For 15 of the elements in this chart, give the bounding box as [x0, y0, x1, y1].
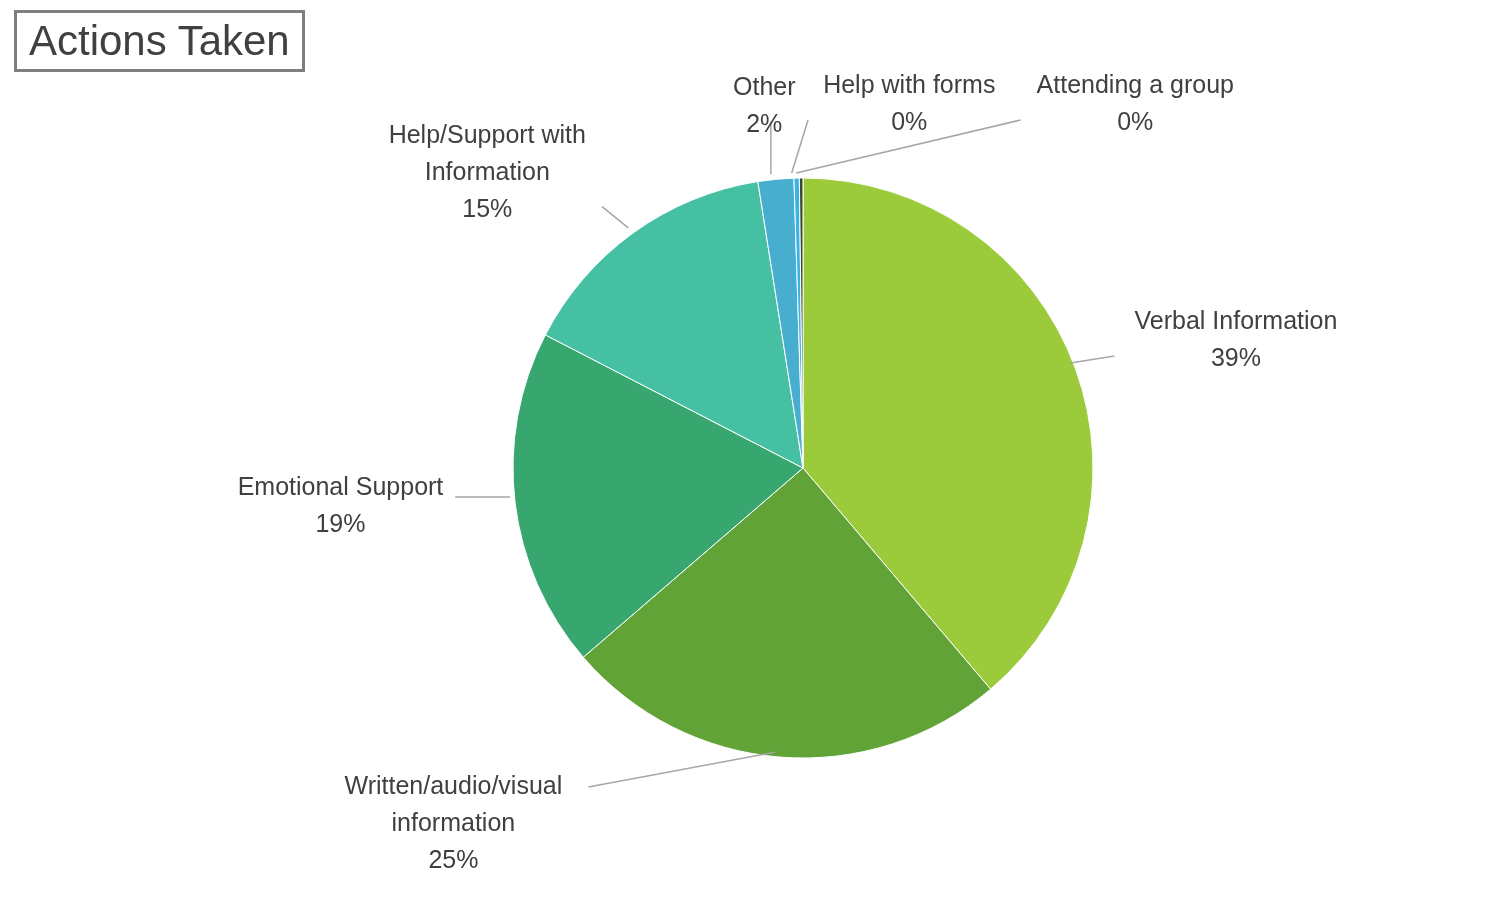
slice-label: Attending a group — [1036, 70, 1234, 99]
slice-label: Verbal Information — [1134, 305, 1338, 334]
slice-label: Written/audio/visual information — [344, 771, 563, 837]
slice-label: Other — [733, 71, 796, 100]
slice-label: Emotional Support — [237, 472, 444, 501]
data-label: 19% — [315, 509, 366, 538]
data-label: 25% — [428, 845, 479, 874]
chart-title: Actions Taken — [14, 10, 305, 72]
data-label: 0% — [891, 107, 928, 136]
data-label: 2% — [746, 108, 783, 137]
slice-label: Help/Support with Information — [388, 119, 586, 185]
slice-label: Help with forms — [823, 70, 996, 99]
data-label: 39% — [1210, 342, 1261, 371]
data-label: 15% — [462, 193, 513, 222]
data-label: 0% — [1117, 107, 1154, 136]
